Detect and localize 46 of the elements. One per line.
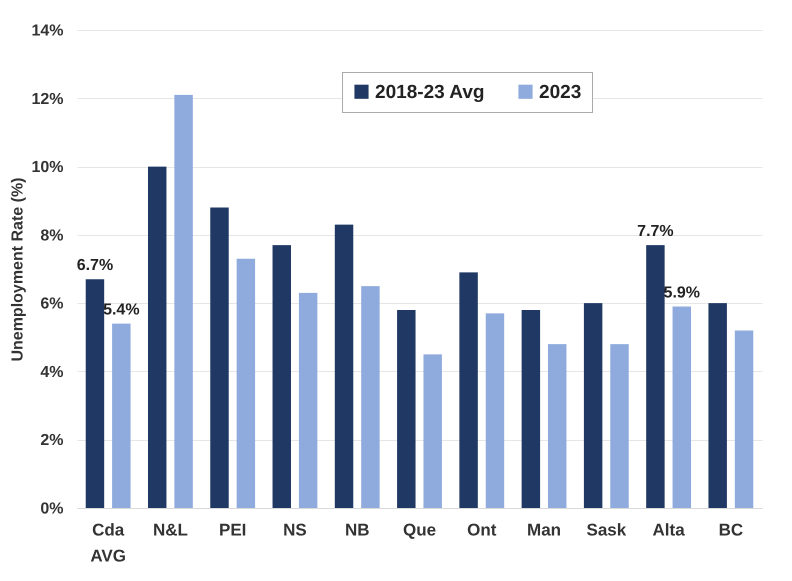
- data-label: 7.7%: [637, 223, 674, 240]
- x-tick-label: Que: [402, 520, 436, 540]
- y-axis-title: Unemployment Rate (%): [9, 177, 26, 362]
- x-tick-label: Sask: [586, 520, 627, 540]
- bar: [734, 330, 754, 508]
- bar: [86, 279, 104, 508]
- bar: [210, 208, 229, 508]
- x-tick-label: Ont: [467, 520, 497, 540]
- y-tick-label: 6%: [40, 296, 64, 313]
- x-tick-label: BC: [718, 520, 744, 540]
- x-tick-label: PEI: [218, 520, 246, 540]
- bar: [459, 272, 478, 508]
- y-tick-label: 4%: [40, 364, 64, 381]
- bar: [672, 306, 692, 508]
- y-tick-label: 10%: [31, 159, 64, 176]
- bar: [334, 224, 354, 508]
- bar: [298, 292, 318, 508]
- bar: [272, 245, 291, 508]
- legend-label: 2023: [539, 82, 582, 103]
- legend-label: 2018-23 Avg: [375, 82, 484, 103]
- bar: [584, 303, 602, 508]
- bar: [397, 310, 416, 508]
- bar: [112, 324, 131, 508]
- bar: [548, 344, 566, 508]
- data-label: 6.7%: [76, 257, 114, 274]
- y-tick-label: 14%: [31, 22, 64, 40]
- x-tick-label: NS: [283, 520, 307, 540]
- y-tick-label: 2%: [40, 432, 64, 450]
- bar: [361, 286, 380, 508]
- bar: [610, 344, 629, 508]
- bar: [236, 258, 256, 508]
- x-tick-label: NB: [344, 520, 370, 540]
- bar: [148, 166, 166, 508]
- x-tick-label: Alta: [652, 520, 686, 540]
- bar: [522, 310, 540, 508]
- y-tick-label: 12%: [31, 90, 64, 108]
- x-tick-label: Man: [527, 520, 562, 540]
- x-tick-label: Cda AVG: [90, 520, 126, 566]
- y-tick-label: 8%: [40, 227, 64, 244]
- x-tick-label: N&L: [152, 520, 188, 540]
- bar: [708, 303, 727, 508]
- bar: [646, 245, 665, 508]
- bar: [486, 313, 504, 508]
- bar: [423, 354, 442, 508]
- y-tick-label: 0%: [40, 500, 64, 518]
- bar: [174, 94, 193, 508]
